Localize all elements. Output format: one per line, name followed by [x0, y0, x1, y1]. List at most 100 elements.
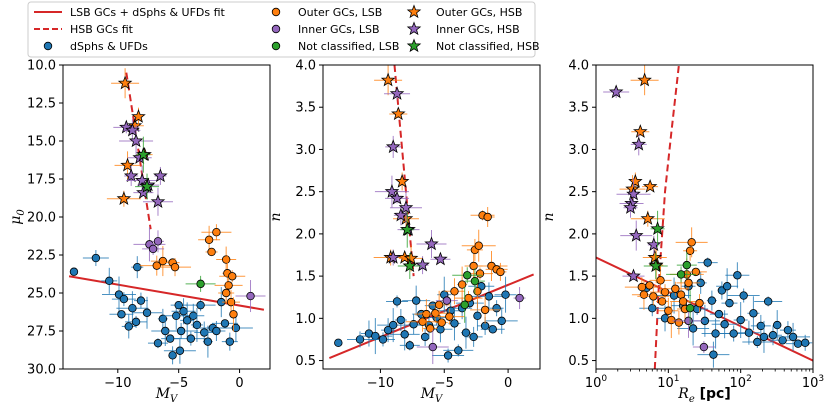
data-point — [626, 186, 641, 201]
data-point — [142, 308, 152, 317]
data-point — [389, 190, 405, 205]
data-point — [437, 318, 446, 327]
x-tick-label: −5 — [435, 376, 454, 391]
data-point — [434, 300, 444, 310]
data-point — [355, 335, 365, 344]
data-point — [394, 173, 410, 188]
legend-entry-not-classified-lsb: Not classified, LSB — [271, 40, 399, 53]
data-point — [671, 284, 680, 293]
data-point — [480, 305, 490, 315]
data-point — [192, 320, 202, 330]
data-point — [204, 235, 214, 244]
data-point — [729, 329, 738, 338]
data-point — [664, 306, 673, 315]
data-point — [158, 256, 168, 266]
legend-entry-outer-gcs-hsb: Outer GCs, HSB — [406, 4, 522, 19]
data-point — [334, 338, 343, 348]
data-point — [669, 291, 679, 300]
data-point — [749, 309, 758, 318]
series-not-classified-lsb — [452, 267, 485, 323]
data-point — [484, 292, 494, 301]
data-point — [203, 337, 213, 346]
y-tick-label: 0.5 — [568, 354, 589, 369]
data-point — [628, 173, 643, 188]
series-outer-gcs-lsb — [624, 227, 708, 339]
y-tick-label: 12.5 — [27, 97, 56, 112]
data-point — [179, 307, 188, 316]
legend: LSB GCs + dSphs & UFDs fit HSB GCs fit dSp… — [27, 1, 540, 58]
data-point — [639, 290, 649, 299]
data-point — [450, 319, 459, 328]
data-point — [172, 311, 181, 320]
data-point — [768, 331, 778, 340]
data-point — [685, 246, 695, 255]
plot-area — [68, 68, 266, 365]
data-point — [383, 325, 393, 335]
y-tick-label: 1.5 — [295, 270, 316, 285]
data-point — [722, 282, 732, 291]
data-point — [457, 280, 467, 289]
data-point — [496, 267, 505, 277]
data-point — [736, 315, 745, 325]
data-point — [91, 253, 101, 263]
legend-label: Outer GCs, LSB — [298, 6, 382, 19]
data-point — [720, 320, 729, 329]
y-tick-label: 3.5 — [568, 101, 589, 116]
plot-area — [596, 65, 813, 369]
data-point — [428, 342, 437, 352]
x-axis-label-main: R — [677, 386, 689, 402]
data-point — [378, 335, 388, 344]
x-tick-exponent: 1 — [674, 374, 680, 384]
data-point — [207, 247, 216, 257]
x-tick-base: 10 — [802, 376, 819, 391]
data-point — [608, 84, 624, 99]
data-point — [170, 262, 180, 272]
data-point — [131, 109, 146, 123]
data-point — [773, 320, 782, 330]
data-point — [405, 341, 414, 350]
data-point — [788, 332, 798, 342]
data-point — [684, 316, 693, 326]
y-tick-label: 1.5 — [568, 270, 589, 285]
x-tick-label: 101 — [657, 374, 679, 391]
y-tick-label: 25.0 — [27, 287, 56, 302]
data-point — [246, 291, 255, 301]
data-point — [442, 296, 452, 305]
data-point — [176, 326, 186, 336]
series-inner-gcs-lsb — [416, 287, 526, 365]
fit-line-hsb-gcs-fit — [393, 65, 415, 277]
data-point — [461, 328, 471, 337]
data-point — [628, 227, 644, 242]
fit-line-lsb-gcs-dsphs-ufds-fit — [68, 275, 265, 311]
series-dsphs-ufds — [334, 276, 518, 363]
series-inner-gcs-hsb — [603, 84, 662, 283]
legend-marker-swatch — [406, 38, 422, 53]
x-axis-label-main: M — [420, 386, 436, 402]
data-point — [433, 251, 448, 266]
x-axis-label-unit: [pc] — [695, 386, 731, 402]
legend-label: Inner GCs, LSB — [298, 23, 380, 36]
y-tick-label: 17.5 — [27, 173, 56, 188]
y-tick-label: 2.0 — [568, 227, 589, 242]
data-point — [649, 292, 658, 301]
data-point — [695, 298, 704, 308]
series-outer-gcs-lsb — [405, 207, 508, 333]
x-axis-label: Re [pc] — [677, 386, 730, 405]
series-outer-gcs-lsb — [139, 224, 246, 332]
x-tick-base: 10 — [657, 376, 674, 391]
data-point — [733, 271, 742, 280]
x-axis-label-sub: e — [689, 394, 695, 405]
series-inner-gcs-lsb — [133, 227, 266, 313]
legend-marker-swatch — [406, 21, 422, 36]
data-point — [119, 294, 129, 304]
y-tick-label: 2.0 — [295, 227, 316, 242]
legend-frame — [27, 1, 536, 58]
data-point — [464, 293, 473, 303]
y-tick-label: 10.0 — [27, 59, 56, 74]
data-point — [392, 297, 402, 306]
data-point — [793, 339, 803, 348]
series-not-classified-lsb — [666, 252, 697, 327]
data-point — [389, 320, 398, 330]
data-point — [473, 311, 482, 320]
